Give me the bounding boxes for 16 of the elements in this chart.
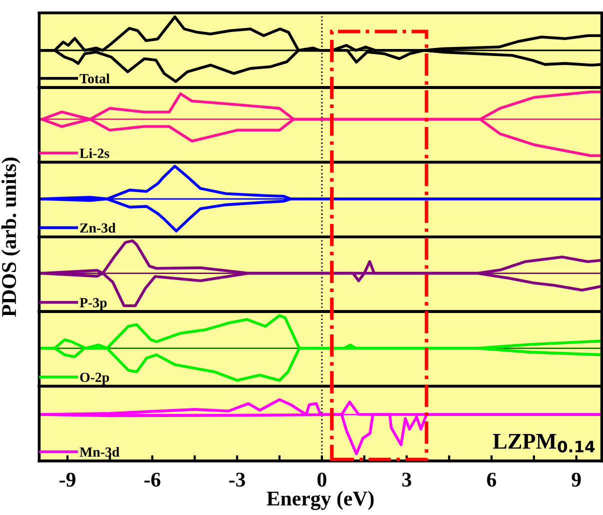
legend-label: Zn-3d xyxy=(80,222,116,233)
x-tick-label: -6 xyxy=(144,472,160,487)
x-tick-label: 9 xyxy=(572,472,581,487)
legend-label: P-3p xyxy=(80,298,107,310)
x-tick-label: -9 xyxy=(60,472,76,487)
y-axis-title: PDOS (arb. units) xyxy=(1,158,20,317)
x-axis-title: Energy (eV) xyxy=(266,490,374,510)
legend-label: Total xyxy=(80,74,110,84)
legend-label: Li-2s xyxy=(80,148,110,158)
x-tick-label: -3 xyxy=(229,472,246,487)
x-tick-label: 3 xyxy=(402,472,412,487)
legend-label: O-2p xyxy=(80,372,110,385)
legend-label: Mn-3d xyxy=(80,446,120,457)
annotation: LZPM$_{0.14}$ xyxy=(492,434,595,452)
x-tick-label: 0 xyxy=(317,472,326,487)
x-tick-label: 6 xyxy=(487,472,496,487)
